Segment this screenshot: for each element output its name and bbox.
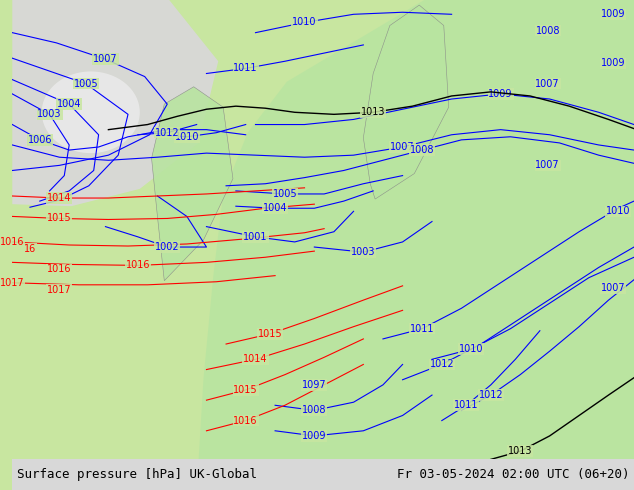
Text: 1011: 1011 xyxy=(410,324,434,334)
Text: 1017: 1017 xyxy=(47,285,72,295)
Bar xyxy=(12,460,634,490)
Text: 1012: 1012 xyxy=(155,128,179,138)
Text: 16: 16 xyxy=(24,244,36,254)
Polygon shape xyxy=(152,87,233,281)
Text: 1010: 1010 xyxy=(174,132,199,142)
Text: 1004: 1004 xyxy=(263,203,287,213)
Text: 1001: 1001 xyxy=(243,232,268,242)
Ellipse shape xyxy=(42,72,139,153)
Text: 1003: 1003 xyxy=(37,109,62,120)
Text: 1013: 1013 xyxy=(361,107,385,117)
Text: 1016: 1016 xyxy=(233,416,258,426)
Text: 1012: 1012 xyxy=(479,390,503,400)
Polygon shape xyxy=(12,0,218,206)
Text: 1011: 1011 xyxy=(233,63,258,74)
Text: 1005: 1005 xyxy=(273,189,297,199)
Text: 1007: 1007 xyxy=(391,142,415,152)
Text: Fr 03-05-2024 02:00 UTC (06+20): Fr 03-05-2024 02:00 UTC (06+20) xyxy=(397,468,629,481)
Text: 1014: 1014 xyxy=(47,193,72,203)
Text: 1011: 1011 xyxy=(454,400,479,410)
Text: 1009: 1009 xyxy=(601,9,626,19)
Text: 1012: 1012 xyxy=(429,360,454,369)
Text: 1009: 1009 xyxy=(488,89,513,99)
Text: 1010: 1010 xyxy=(292,18,317,27)
Text: 1007: 1007 xyxy=(601,283,626,293)
Polygon shape xyxy=(198,0,634,460)
Text: Surface pressure [hPa] UK-Global: Surface pressure [hPa] UK-Global xyxy=(17,468,257,481)
Text: 1007: 1007 xyxy=(535,79,560,89)
Text: 1017: 1017 xyxy=(0,278,25,288)
Text: 1015: 1015 xyxy=(233,385,258,395)
Text: 1016: 1016 xyxy=(126,260,150,270)
Text: 1010: 1010 xyxy=(606,206,631,216)
Polygon shape xyxy=(363,5,449,199)
Text: 1007: 1007 xyxy=(535,160,560,171)
Text: 1005: 1005 xyxy=(74,79,98,89)
Text: 1008: 1008 xyxy=(536,25,560,36)
Text: 1002: 1002 xyxy=(155,242,179,252)
Text: 1008: 1008 xyxy=(302,405,327,416)
Text: 1015: 1015 xyxy=(258,329,283,339)
Text: 1016: 1016 xyxy=(0,237,25,247)
Text: 1015: 1015 xyxy=(47,214,72,223)
Text: 1009: 1009 xyxy=(302,431,327,441)
Text: 1097: 1097 xyxy=(302,380,327,390)
Text: 1009: 1009 xyxy=(601,58,626,68)
Text: 1006: 1006 xyxy=(27,135,52,145)
Text: 1003: 1003 xyxy=(351,247,375,257)
Text: 1016: 1016 xyxy=(47,265,72,274)
Text: 1010: 1010 xyxy=(459,344,484,354)
Text: 1004: 1004 xyxy=(57,99,81,109)
Text: 1007: 1007 xyxy=(93,54,118,64)
Text: 1014: 1014 xyxy=(243,354,268,365)
Text: 1008: 1008 xyxy=(410,145,434,155)
Text: 1013: 1013 xyxy=(508,446,533,456)
